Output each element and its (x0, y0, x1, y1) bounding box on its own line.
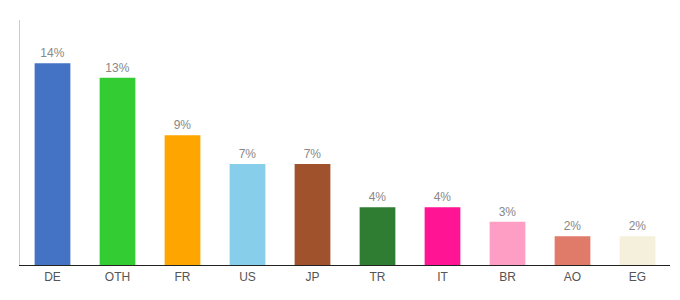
svg-text:DE: DE (44, 270, 61, 284)
svg-text:3%: 3% (499, 205, 517, 219)
svg-text:13%: 13% (105, 61, 129, 75)
svg-text:FR: FR (175, 270, 191, 284)
svg-text:7%: 7% (239, 147, 257, 161)
svg-text:4%: 4% (434, 190, 452, 204)
svg-text:BR: BR (499, 270, 516, 284)
svg-text:4%: 4% (369, 190, 387, 204)
svg-text:2%: 2% (564, 219, 582, 233)
svg-text:OTH: OTH (105, 270, 130, 284)
svg-text:EG: EG (629, 270, 646, 284)
svg-text:IT: IT (437, 270, 448, 284)
svg-text:TR: TR (370, 270, 386, 284)
svg-text:AO: AO (564, 270, 581, 284)
svg-text:US: US (239, 270, 256, 284)
svg-text:7%: 7% (304, 147, 322, 161)
svg-text:14%: 14% (40, 46, 64, 60)
svg-text:JP: JP (305, 270, 319, 284)
svg-text:9%: 9% (174, 118, 192, 132)
svg-text:2%: 2% (629, 219, 647, 233)
